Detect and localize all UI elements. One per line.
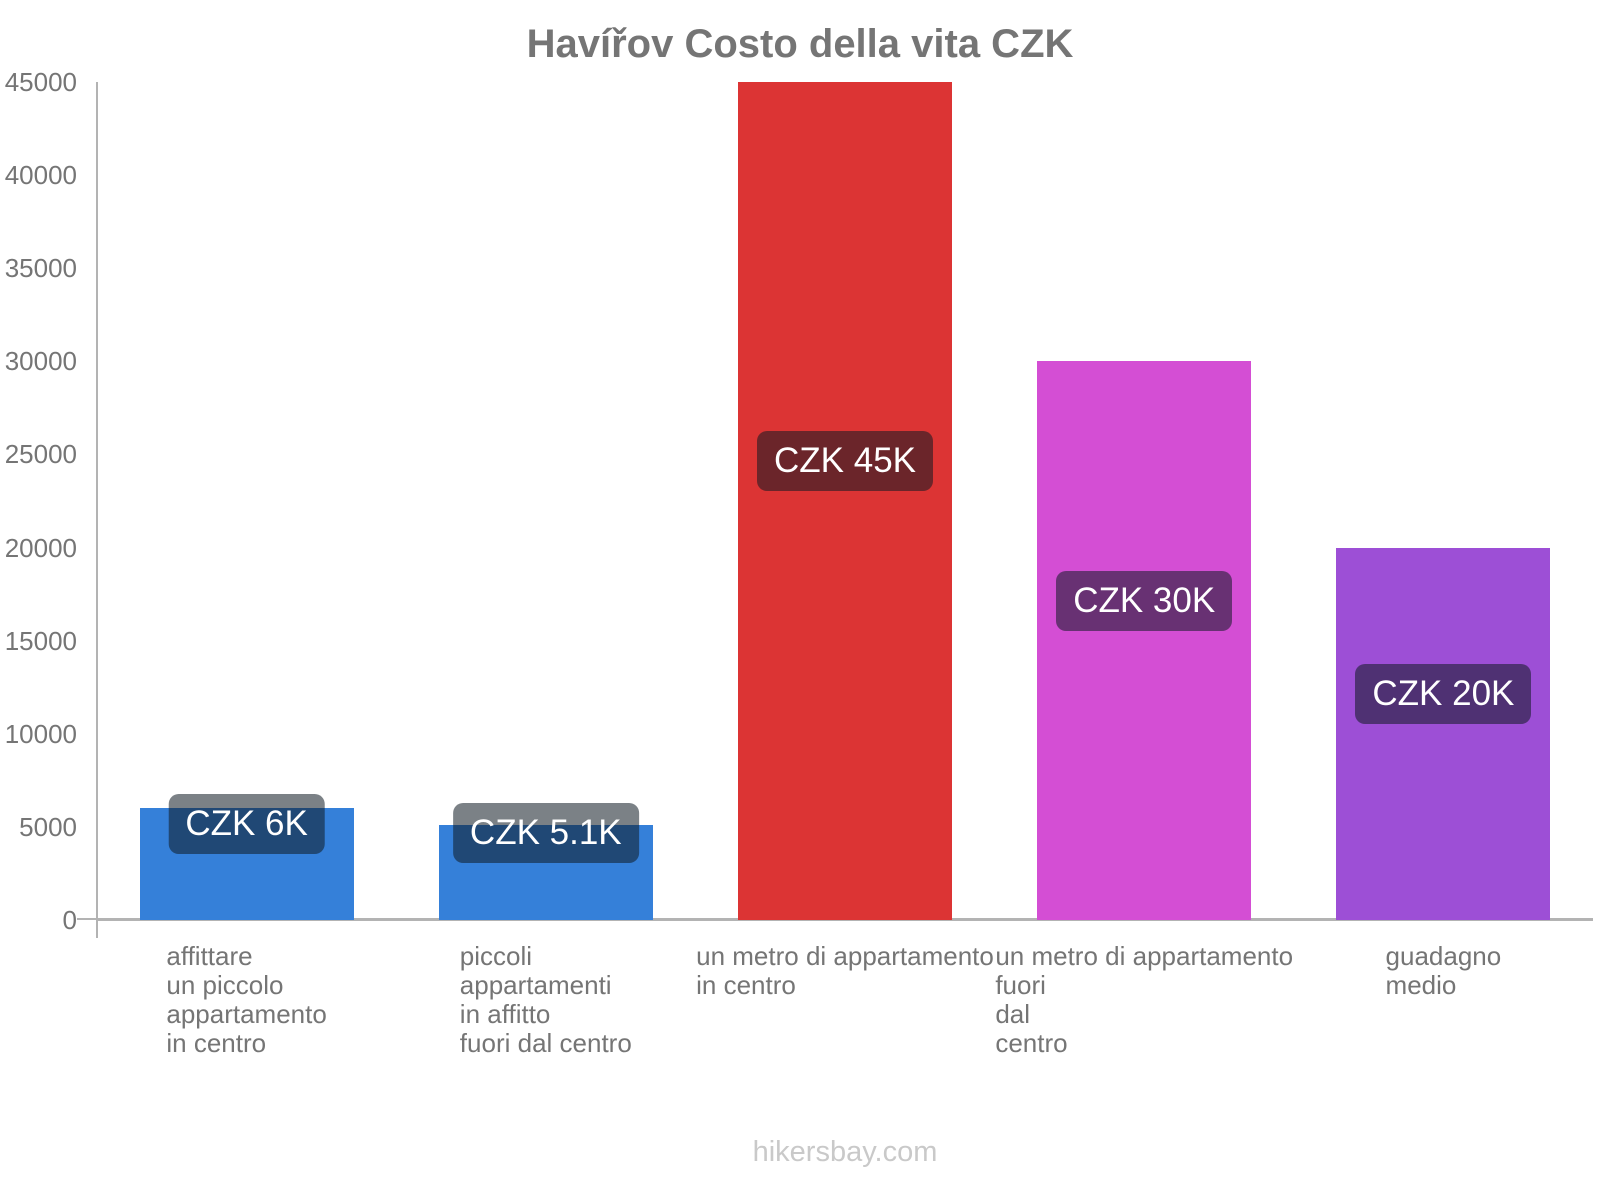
bar-value-label: CZK 45K: [757, 431, 933, 491]
category-label: guadagno medio: [1385, 941, 1502, 1000]
bar-3[interactable]: [738, 82, 952, 920]
category-label: un metro di appartamento in centro: [696, 941, 994, 1000]
bar-value-label: CZK 30K: [1056, 570, 1233, 631]
y-tick-label: 5000: [19, 811, 77, 842]
y-tick-label: 20000: [4, 532, 77, 563]
bar-4[interactable]: [1037, 361, 1252, 920]
y-tick-label: 0: [62, 905, 77, 935]
bar-value-label: CZK 20K: [1355, 663, 1532, 724]
category-label: un metro di appartamento fuori dal centr…: [995, 941, 1294, 1058]
bar-value-label: CZK 6K: [168, 794, 325, 855]
category-label: affittare un piccolo appartamento in cen…: [166, 941, 327, 1058]
bar-5[interactable]: [1336, 547, 1551, 920]
category-label: piccoli appartamenti in affitto fuori da…: [459, 941, 632, 1058]
chart-title: Havířov Costo della vita CZK: [526, 22, 1074, 66]
y-tick-label: 10000: [4, 718, 77, 749]
watermark-footer: hikersbay.com: [752, 1136, 938, 1168]
y-tick-label: 30000: [4, 346, 77, 377]
y-tick-label: 40000: [4, 160, 77, 191]
bar-value-label: CZK 5.1K: [452, 802, 639, 863]
y-tick-label: 15000: [4, 625, 77, 656]
zero-tick-mark: [77, 918, 97, 920]
y-tick-label: 35000: [4, 253, 77, 284]
y-axis-line: [96, 82, 98, 938]
y-tick-label: 45000: [4, 67, 77, 97]
y-tick-label: 25000: [4, 439, 77, 470]
